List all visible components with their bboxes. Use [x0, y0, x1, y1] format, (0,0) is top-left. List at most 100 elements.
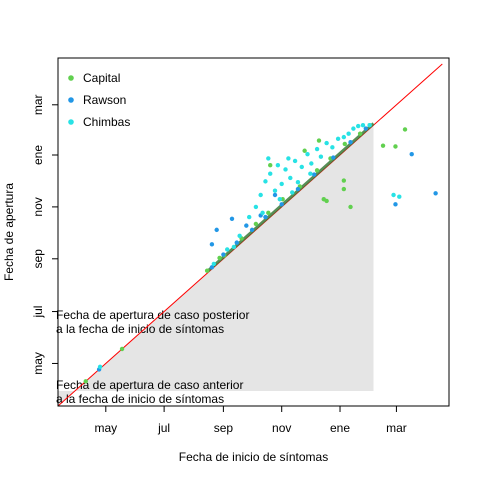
- data-point: [272, 192, 278, 198]
- data-point: [244, 223, 249, 228]
- data-point: [302, 148, 307, 153]
- data-point: [279, 202, 284, 207]
- data-point: [433, 191, 438, 196]
- data-point: [305, 151, 310, 157]
- annotation-line: Fecha de apertura de caso anterior: [56, 378, 243, 392]
- legend-label: Rawson: [83, 93, 126, 107]
- data-point: [286, 156, 291, 161]
- x-tick-label: sep: [214, 421, 234, 435]
- data-point: [290, 190, 295, 195]
- x-tick-label: ene: [330, 421, 350, 435]
- data-point: [335, 136, 341, 142]
- data-point: [260, 210, 265, 216]
- data-point: [237, 233, 242, 239]
- data-point: [97, 364, 103, 370]
- data-point: [402, 127, 408, 132]
- x-tick-label: may: [94, 421, 117, 435]
- y-tick-label: mar: [31, 94, 45, 115]
- annotation-line: a la fecha de inicio de síntomas: [56, 392, 224, 406]
- annotation-line: a la fecha de inicio de síntomas: [56, 322, 224, 336]
- data-point: [263, 214, 268, 220]
- data-point: [318, 154, 324, 159]
- legend: Capital Rawson Chimbas: [68, 71, 130, 129]
- data-point: [275, 163, 281, 168]
- data-point: [253, 221, 259, 227]
- data-point: [348, 140, 353, 145]
- data-point: [355, 123, 361, 129]
- data-point: [283, 167, 288, 172]
- data-point: [380, 143, 386, 148]
- data-point: [209, 265, 215, 270]
- data-point: [357, 131, 363, 136]
- data-point: [324, 140, 329, 146]
- data-point: [217, 255, 222, 261]
- y-tick-label: may: [31, 352, 45, 375]
- data-point: [249, 227, 255, 233]
- data-point: [314, 168, 320, 173]
- data-point: [83, 379, 88, 384]
- y-axis-title: Fecha de apertura: [2, 183, 16, 281]
- data-point: [348, 204, 353, 210]
- data-point: [409, 151, 414, 157]
- data-point: [263, 179, 268, 184]
- data-point: [268, 163, 273, 168]
- data-point: [209, 242, 215, 247]
- legend-label: Capital: [83, 71, 120, 85]
- data-point: [119, 346, 125, 352]
- x-axis: may jul sep nov ene mar: [94, 406, 407, 435]
- points-layer: [83, 123, 438, 384]
- data-point: [393, 144, 398, 149]
- data-point: [266, 210, 271, 216]
- data-point: [292, 158, 298, 164]
- data-point: [295, 186, 301, 192]
- legend-marker: [68, 75, 74, 81]
- annotation-line: Fecha de apertura de caso posterior: [56, 308, 249, 322]
- data-point: [342, 141, 347, 147]
- data-point: [211, 261, 217, 267]
- data-point: [221, 252, 226, 257]
- data-point: [229, 216, 235, 222]
- plot-frame: [57, 57, 450, 407]
- data-point: [231, 244, 237, 250]
- data-point: [225, 247, 230, 252]
- data-point: [246, 214, 252, 220]
- x-axis-title: Fecha de inicio de síntomas: [179, 450, 328, 464]
- data-point: [309, 161, 314, 166]
- y-tick-label: sep: [31, 249, 45, 269]
- data-point: [331, 155, 336, 160]
- y-tick-label: nov: [31, 197, 45, 216]
- x-tick-label: mar: [386, 421, 407, 435]
- data-point: [272, 188, 278, 193]
- data-point: [351, 126, 356, 131]
- data-point: [268, 171, 273, 176]
- data-point: [266, 156, 271, 161]
- data-point: [253, 204, 259, 210]
- legend-label: Chimbas: [83, 115, 130, 129]
- data-point: [363, 126, 369, 131]
- data-point: [346, 131, 351, 136]
- x-tick-label: nov: [272, 421, 291, 435]
- data-point: [308, 171, 313, 176]
- data-point: [316, 138, 322, 143]
- data-point: [367, 123, 372, 128]
- data-point: [258, 192, 263, 198]
- data-point: [391, 192, 396, 198]
- legend-marker: [68, 119, 74, 125]
- data-point: [324, 198, 329, 204]
- x-tick-label: jul: [157, 421, 170, 435]
- data-point: [288, 175, 293, 181]
- data-point: [234, 240, 239, 245]
- data-point: [204, 268, 210, 273]
- data-point: [330, 145, 335, 150]
- y-tick-label: ene: [31, 145, 45, 165]
- data-point: [341, 178, 347, 183]
- legend-marker: [68, 97, 74, 103]
- data-point: [277, 197, 282, 202]
- data-point: [360, 123, 366, 128]
- data-point: [341, 134, 347, 140]
- data-point: [214, 227, 219, 233]
- data-point: [295, 180, 301, 185]
- data-point: [314, 146, 320, 152]
